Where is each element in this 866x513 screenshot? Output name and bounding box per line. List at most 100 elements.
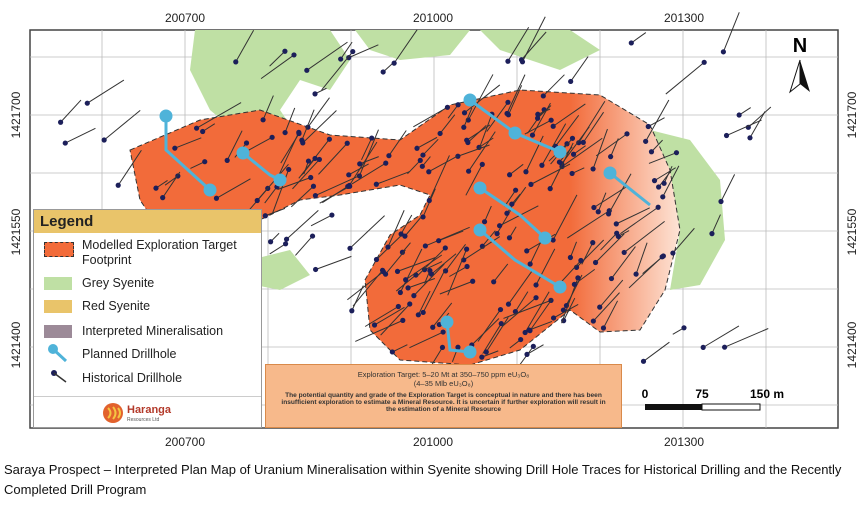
north-arrow: N	[789, 35, 810, 94]
swatch	[44, 300, 72, 313]
drillhole-trace	[321, 51, 354, 91]
drillhole-trace	[537, 105, 552, 119]
drillhole-trace	[524, 119, 552, 135]
swatch	[44, 277, 72, 290]
drillhole-trace	[117, 149, 142, 186]
drillhole-collar	[567, 254, 573, 261]
drillhole-collar	[346, 182, 352, 189]
drillhole-collar	[101, 137, 107, 143]
drillhole-collar	[519, 59, 526, 65]
drillhole-trace	[235, 29, 255, 63]
drillhole-collar	[481, 219, 488, 225]
drillhole-collar	[479, 161, 485, 167]
drillhole-trace	[347, 271, 384, 301]
drillhole-trace	[302, 110, 337, 144]
drillhole-collar	[439, 344, 446, 351]
logo-name: Haranga	[127, 404, 172, 416]
drillhole-collar	[547, 186, 553, 192]
drillhole-collar	[426, 197, 432, 204]
grid-label: 201000	[413, 435, 453, 449]
drillhole-trace	[569, 241, 578, 258]
drillhole-trace	[380, 303, 411, 336]
grid-label: 201000	[413, 11, 453, 25]
drillhole-trace	[422, 138, 439, 156]
drillhole-trace	[416, 136, 438, 149]
drillhole-collar	[310, 183, 317, 189]
drillhole-collar	[576, 140, 582, 146]
drillhole-collar	[628, 40, 634, 46]
caption: Saraya Prospect – Interpreted Plan Map o…	[4, 462, 842, 497]
drillhole-collar	[296, 130, 302, 137]
drillhole-trace	[616, 207, 650, 225]
drillhole-collar	[640, 358, 647, 364]
drillhole-trace	[530, 163, 571, 185]
drillhole-collar	[405, 285, 411, 291]
drillhole-trace	[648, 152, 677, 164]
drillhole-trace	[262, 95, 274, 121]
drillhole-collar	[371, 322, 378, 328]
drillhole-trace	[388, 130, 407, 156]
drillhole-trace	[631, 32, 647, 44]
drillhole-collar	[172, 145, 178, 151]
drillhole-collar	[550, 237, 556, 243]
drillhole-trace	[413, 263, 445, 296]
drillhole-trace	[524, 291, 550, 333]
scale-label: 0	[642, 387, 649, 401]
drillhole-trace	[428, 155, 458, 173]
drillhole-trace	[603, 300, 619, 329]
drillhole-collar	[721, 344, 728, 350]
drillhole-trace	[395, 274, 417, 292]
exploration-target-box: Exploration Target: 5–20 Mt at 350–750 p…	[265, 364, 622, 428]
drillhole-collar	[380, 69, 386, 75]
drillhole-collar	[645, 123, 651, 130]
drillhole-trace	[413, 106, 448, 128]
legend-title: Legend	[34, 210, 261, 233]
drillhole-collar	[329, 212, 335, 218]
drillhole-trace	[103, 109, 141, 141]
drillhole-trace	[87, 79, 125, 104]
drillhole-trace	[301, 109, 315, 141]
drillhole-trace	[592, 128, 608, 170]
drillhole-collar	[440, 329, 446, 335]
drillhole-collar	[357, 161, 363, 167]
drillhole-trace	[477, 309, 501, 342]
drillhole-collar	[568, 78, 574, 85]
drillhole-trace	[60, 99, 82, 123]
drillhole-trace	[507, 85, 523, 115]
drillhole-trace	[260, 54, 295, 80]
scale-label: 75	[695, 387, 709, 401]
drillhole-collar	[461, 110, 468, 116]
drillhole-trace	[465, 164, 483, 196]
drillhole-collar	[720, 49, 726, 55]
drillhole-collar	[505, 99, 511, 105]
drillhole-collar	[233, 59, 239, 65]
drillhole-trace	[364, 306, 399, 327]
drillhole-collar	[464, 246, 470, 252]
drillhole-trace	[485, 317, 509, 353]
drillhole-trace	[348, 141, 378, 186]
drillhole-trace	[264, 186, 278, 204]
drillhole-collar	[498, 320, 504, 327]
drillhole-collar	[402, 233, 408, 239]
drillhole-collar	[681, 325, 687, 331]
swatch	[51, 370, 67, 383]
drillhole-collar	[260, 117, 266, 123]
drillhole-trace	[526, 344, 544, 355]
drillhole-trace	[269, 50, 286, 67]
legend-item: Modelled Exploration Target Footprint	[82, 238, 237, 267]
drillhole-collar	[483, 349, 489, 355]
drillhole-collar	[591, 204, 597, 211]
drillhole-trace	[529, 298, 553, 331]
drillhole-collar	[491, 279, 497, 285]
drillhole-collar	[533, 282, 539, 288]
drillhole-collar	[736, 112, 742, 118]
grid-label: 201300	[664, 11, 704, 25]
drillhole-trace	[648, 117, 665, 127]
drillhole-collar	[548, 117, 554, 123]
drillhole-collar	[389, 349, 395, 355]
drillhole-collar	[326, 136, 333, 142]
drillhole-collar	[613, 221, 619, 227]
drillhole-collar	[550, 123, 556, 129]
drillhole-trace	[174, 137, 202, 149]
